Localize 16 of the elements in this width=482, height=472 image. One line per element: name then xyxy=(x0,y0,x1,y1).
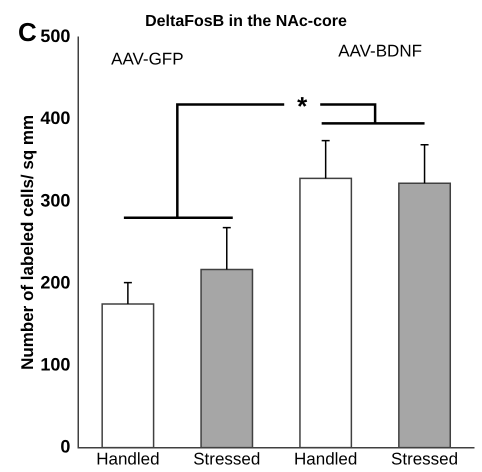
annotation: AAV-BDNF xyxy=(338,42,422,61)
y-tick-label: 0 xyxy=(60,436,70,457)
y-tick-label: 400 xyxy=(40,108,70,128)
chart-title: DeltaFosB in the NAc-core xyxy=(145,13,348,30)
text: C xyxy=(18,17,37,48)
annotation: AAV-GFP xyxy=(111,50,184,69)
y-tick-label: 100 xyxy=(40,354,70,374)
y-tick-label: 500 xyxy=(40,26,70,46)
x-tick-label: Handled xyxy=(96,449,160,468)
x-tick-label: Handled xyxy=(294,449,358,468)
annotation: * xyxy=(297,91,308,122)
x-tick-label: Stressed xyxy=(391,449,458,468)
y-tick-label: 300 xyxy=(40,190,70,210)
y-tick-label: 200 xyxy=(40,272,70,292)
y-axis-title: Number of labeled cells/ sq mm xyxy=(18,114,37,370)
x-tick-label: Stressed xyxy=(193,449,260,468)
